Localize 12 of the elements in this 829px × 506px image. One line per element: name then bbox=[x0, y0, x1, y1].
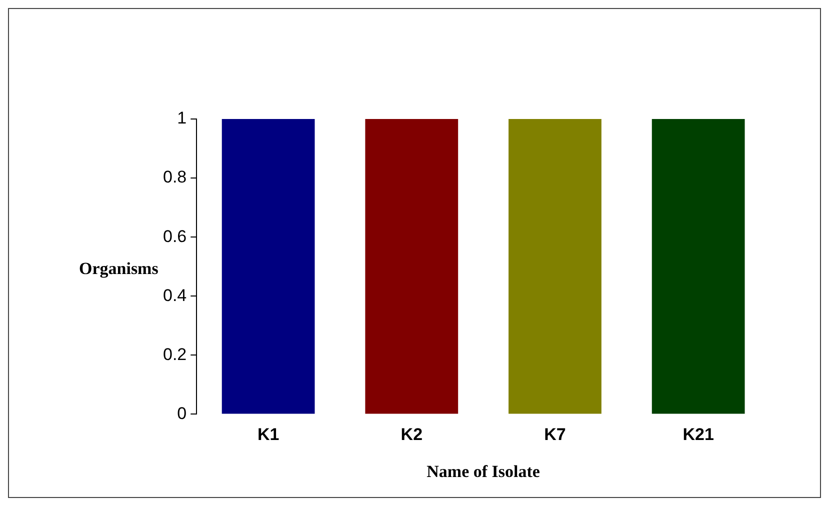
x-tick-label: K2 bbox=[400, 425, 423, 444]
y-tick-label: 0.6 bbox=[162, 226, 187, 246]
y-tick-label: 1 bbox=[177, 108, 187, 128]
y-axis-title: Organisms bbox=[79, 259, 158, 279]
y-tick-label: 0.2 bbox=[162, 344, 187, 364]
x-axis-title: Name of Isolate bbox=[426, 462, 540, 482]
y-tick-label: 0.4 bbox=[162, 286, 187, 305]
x-tick-label: K1 bbox=[257, 425, 280, 444]
y-tick-label: 0.8 bbox=[162, 168, 187, 187]
x-tick-label: K21 bbox=[682, 425, 714, 444]
y-tick-label: 0 bbox=[177, 404, 187, 423]
x-tick-label: K7 bbox=[544, 425, 566, 444]
